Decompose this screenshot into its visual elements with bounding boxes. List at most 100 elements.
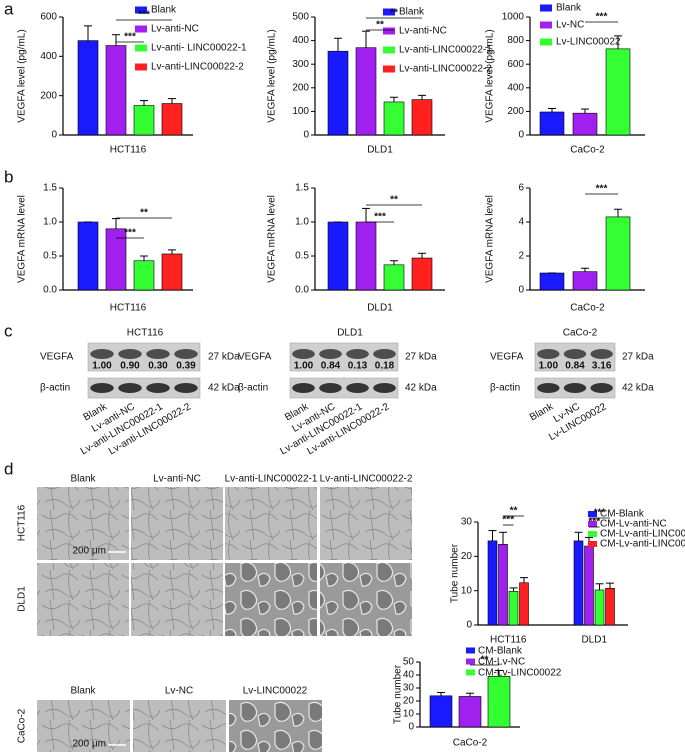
y-tick-label: 500 xyxy=(292,12,309,23)
significance-label: *** xyxy=(138,10,150,21)
blot-band xyxy=(373,383,396,393)
band-quantity: 1.00 xyxy=(92,361,112,372)
legend-label: Blank xyxy=(556,3,582,14)
blot-band xyxy=(537,383,560,393)
lane-label: Blank xyxy=(528,401,556,424)
y-tick-label: 600 xyxy=(507,59,524,70)
y-tick-label: 20 xyxy=(403,696,415,707)
legend-swatch xyxy=(135,63,147,71)
blot-strip xyxy=(87,377,201,399)
legend-swatch xyxy=(588,541,597,547)
bar xyxy=(161,253,183,291)
significance-label: *** xyxy=(124,32,136,43)
band-quantity: 0.84 xyxy=(321,361,341,372)
blot-band xyxy=(319,383,342,393)
micrograph xyxy=(131,563,223,636)
bar xyxy=(383,264,405,291)
panel-label: b xyxy=(4,167,13,186)
legend-label: Lv-NC xyxy=(556,20,584,31)
band-quantity: 0.90 xyxy=(120,361,140,372)
y-tick-label: 20 xyxy=(461,551,473,562)
y-tick-label: 6 xyxy=(518,183,524,194)
bar xyxy=(605,216,631,291)
y-axis-label: VEGFA mRNA level xyxy=(267,195,278,283)
legend-swatch xyxy=(383,8,395,16)
row-label: DLD1 xyxy=(17,586,28,612)
bar xyxy=(77,221,99,291)
legend-label: Lv-anti-LINC00022-2 xyxy=(151,62,244,73)
y-tick-label: 0 xyxy=(518,130,524,141)
bar xyxy=(539,111,565,136)
bar xyxy=(519,582,529,626)
y-tick-label: 1.0 xyxy=(295,217,309,228)
legend-swatch xyxy=(540,4,552,12)
bar xyxy=(429,695,453,728)
protein-label: β-actin xyxy=(490,383,520,394)
x-axis-label: HCT116 xyxy=(110,303,147,314)
band-quantity: 0.39 xyxy=(176,361,196,372)
y-tick-label: 0.5 xyxy=(295,251,309,262)
y-tick-label: 1.0 xyxy=(43,217,57,228)
column-label: Lv-anti-LINC00022-1 xyxy=(225,474,318,485)
bar xyxy=(105,45,127,136)
y-tick-label: 0.0 xyxy=(43,285,57,296)
bar xyxy=(498,544,508,626)
bar xyxy=(133,105,155,136)
bar xyxy=(411,257,433,291)
protein-label: VEGFA xyxy=(40,352,74,363)
bar xyxy=(584,545,594,626)
y-axis-label: Tube number xyxy=(393,664,404,724)
y-tick-label: 1.5 xyxy=(43,183,57,194)
protein-label: β-actin xyxy=(40,383,70,394)
bar xyxy=(594,589,605,626)
legend-swatch xyxy=(135,6,147,14)
blot-band xyxy=(146,383,170,393)
legend-swatch xyxy=(540,38,552,46)
band-quantity: 3.16 xyxy=(592,361,612,372)
bar xyxy=(573,540,584,626)
column-label: Blank xyxy=(70,474,96,485)
y-tick-label: 4 xyxy=(518,217,524,228)
significance-label: *** xyxy=(502,515,514,526)
blot-band xyxy=(590,349,613,359)
legend-label: CM-Blank xyxy=(478,646,523,657)
bar xyxy=(133,260,155,291)
bar xyxy=(539,272,565,291)
blot-band xyxy=(590,383,613,393)
y-axis-label: VEGFA mRNA level xyxy=(17,195,28,283)
blot-band xyxy=(373,349,396,359)
x-axis-label: CaCo-2 xyxy=(570,145,605,156)
legend-label: Lv-anti-NC xyxy=(399,26,447,37)
significance-label: *** xyxy=(594,508,606,519)
blot-band xyxy=(118,383,142,393)
y-tick-label: 0 xyxy=(51,130,57,141)
y-axis-label: VEGFA level (pg/mL) xyxy=(485,29,496,122)
size-label: 27 kDa xyxy=(405,352,437,363)
blot-title: HCT116 xyxy=(127,328,164,339)
legend-label: Blank xyxy=(151,5,177,16)
y-tick-label: 1.5 xyxy=(295,183,309,194)
y-tick-label: 200 xyxy=(292,82,309,93)
blot-band xyxy=(292,383,315,393)
legend-swatch xyxy=(588,531,597,537)
blot-band xyxy=(174,349,198,359)
y-tick-label: 1000 xyxy=(502,12,525,23)
micrograph xyxy=(37,487,129,560)
significance-label: ** xyxy=(140,208,148,219)
micrograph xyxy=(131,487,223,560)
bar xyxy=(327,221,349,291)
protein-label: VEGFA xyxy=(490,352,524,363)
protein-label: β-actin xyxy=(238,383,268,394)
bar xyxy=(605,48,631,136)
band-quantity: 0.13 xyxy=(348,361,368,372)
size-label: 42 kDa xyxy=(622,383,654,394)
x-tick-label: DLD1 xyxy=(581,635,607,646)
legend-swatch xyxy=(588,511,597,517)
x-axis-label: DLD1 xyxy=(367,145,393,156)
y-tick-label: 200 xyxy=(40,90,57,101)
legend-label: CM-Lv-anti-LINC00022-2 xyxy=(600,539,685,550)
y-axis-label: Tube number xyxy=(450,543,461,603)
bar xyxy=(355,47,377,136)
row-label: HCT116 xyxy=(17,504,28,541)
